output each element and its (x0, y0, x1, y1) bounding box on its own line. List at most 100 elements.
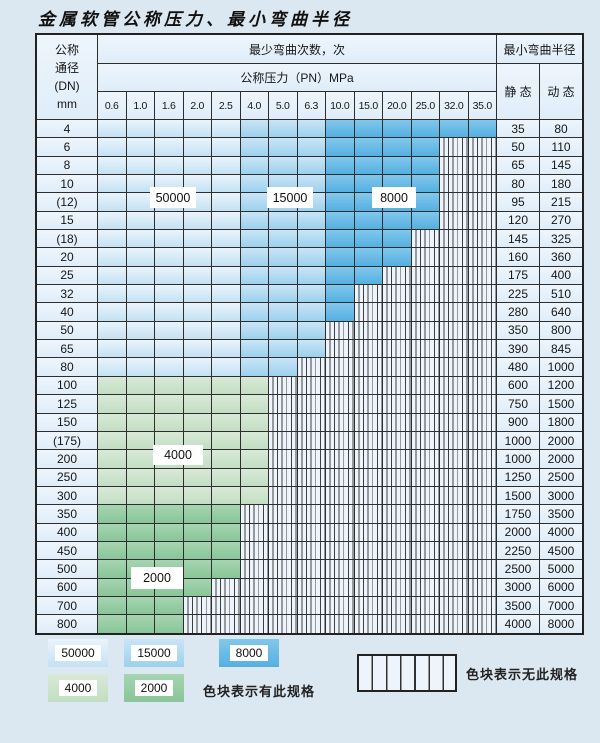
spec-cell (155, 596, 183, 615)
no-spec-cell (354, 450, 382, 468)
no-spec-cell (354, 523, 382, 541)
spec-cell (212, 120, 240, 138)
dn-column-header: 公称 通径 (DN) mm (37, 35, 97, 119)
no-spec-cell (383, 431, 411, 450)
spec-cell (126, 450, 154, 468)
no-spec-cell (440, 175, 468, 193)
static-header: 静 态 (497, 64, 539, 119)
spec-cell (297, 230, 325, 248)
spec-cell (98, 248, 126, 266)
spec-cell (98, 615, 126, 633)
pn-value-cell: 25.0 (411, 92, 439, 119)
dn-cell: 150 (37, 413, 97, 431)
spec-cell (297, 321, 325, 340)
static-radius-cell: 50 (497, 138, 539, 156)
dn-cell: 400 (37, 523, 97, 541)
spec-cell (269, 138, 297, 156)
spec-cell (212, 560, 240, 578)
spec-cell (297, 266, 325, 285)
spec-cell (240, 156, 268, 175)
pn-value-cell: 35.0 (468, 92, 496, 119)
spec-cell (183, 156, 211, 175)
no-spec-cell (468, 248, 496, 266)
no-spec-cell (297, 450, 325, 468)
spec-cell (98, 211, 126, 230)
spec-cell (354, 156, 382, 175)
no-spec-cell (297, 376, 325, 395)
dynamic-radius-cell: 1000 (540, 358, 582, 376)
no-spec-cell (440, 138, 468, 156)
spec-cell (269, 156, 297, 175)
no-spec-cell (326, 541, 354, 560)
spec-cell (383, 156, 411, 175)
no-spec-cell (383, 596, 411, 615)
static-radius-cell: 80 (497, 175, 539, 193)
spec-cell (126, 156, 154, 175)
spec-cell (212, 266, 240, 285)
no-spec-cell (411, 578, 439, 596)
no-spec-cell (297, 541, 325, 560)
no-spec-cell (440, 615, 468, 633)
spec-cell (183, 248, 211, 266)
no-spec-cell (440, 376, 468, 395)
zone-label-4000: 4000 (153, 445, 203, 465)
no-spec-cell (269, 541, 297, 560)
spec-cell (240, 120, 268, 138)
spec-cell (126, 211, 154, 230)
spec-cell (98, 486, 126, 505)
legend-swatch-8000: 8000 (219, 639, 279, 667)
zone-label-15000: 15000 (267, 187, 313, 208)
spec-cell (126, 266, 154, 285)
static-radius-cell: 2500 (497, 560, 539, 578)
spec-cell (326, 285, 354, 303)
no-spec-cell (468, 175, 496, 193)
static-radius-cell: 1750 (497, 505, 539, 523)
no-spec-cell (383, 468, 411, 486)
spec-cell (212, 303, 240, 321)
static-radius-cell: 4000 (497, 615, 539, 633)
static-radius-cell: 1000 (497, 431, 539, 450)
no-spec-cell (440, 541, 468, 560)
dn-header-line: mm (57, 97, 77, 111)
spec-cell (126, 523, 154, 541)
spec-cell (155, 266, 183, 285)
no-spec-cell (383, 486, 411, 505)
spec-cell (183, 431, 211, 450)
spec-cell (383, 248, 411, 266)
spec-cell (183, 321, 211, 340)
static-radius-cell: 600 (497, 376, 539, 395)
spec-cell (155, 303, 183, 321)
spec-cell (212, 285, 240, 303)
spec-cell (126, 230, 154, 248)
spec-cell (155, 285, 183, 303)
spec-cell (269, 230, 297, 248)
no-spec-cell (297, 468, 325, 486)
spec-cell (126, 138, 154, 156)
spec-cell (183, 376, 211, 395)
dynamic-radius-cell: 8000 (540, 615, 582, 633)
spec-cell (183, 505, 211, 523)
spec-cell (240, 413, 268, 431)
no-spec-cell (383, 523, 411, 541)
dynamic-radius-cell: 180 (540, 175, 582, 193)
spec-cell (269, 358, 297, 376)
spec-cell (269, 120, 297, 138)
no-spec-cell (297, 523, 325, 541)
no-spec-cell (411, 560, 439, 578)
dynamic-radius-cell: 400 (540, 266, 582, 285)
spec-cell (212, 523, 240, 541)
spec-cell (240, 431, 268, 450)
spec-cell (155, 376, 183, 395)
no-spec-cell (440, 560, 468, 578)
spec-cell (326, 138, 354, 156)
dn-header-line: 公称 (54, 43, 79, 57)
no-spec-cell (383, 505, 411, 523)
no-spec-cell (354, 340, 382, 358)
spec-cell (126, 340, 154, 358)
spec-cell (126, 615, 154, 633)
spec-cell (126, 468, 154, 486)
spec-cell (98, 376, 126, 395)
spec-cell (98, 541, 126, 560)
no-spec-cell (411, 596, 439, 615)
no-spec-cell (411, 321, 439, 340)
